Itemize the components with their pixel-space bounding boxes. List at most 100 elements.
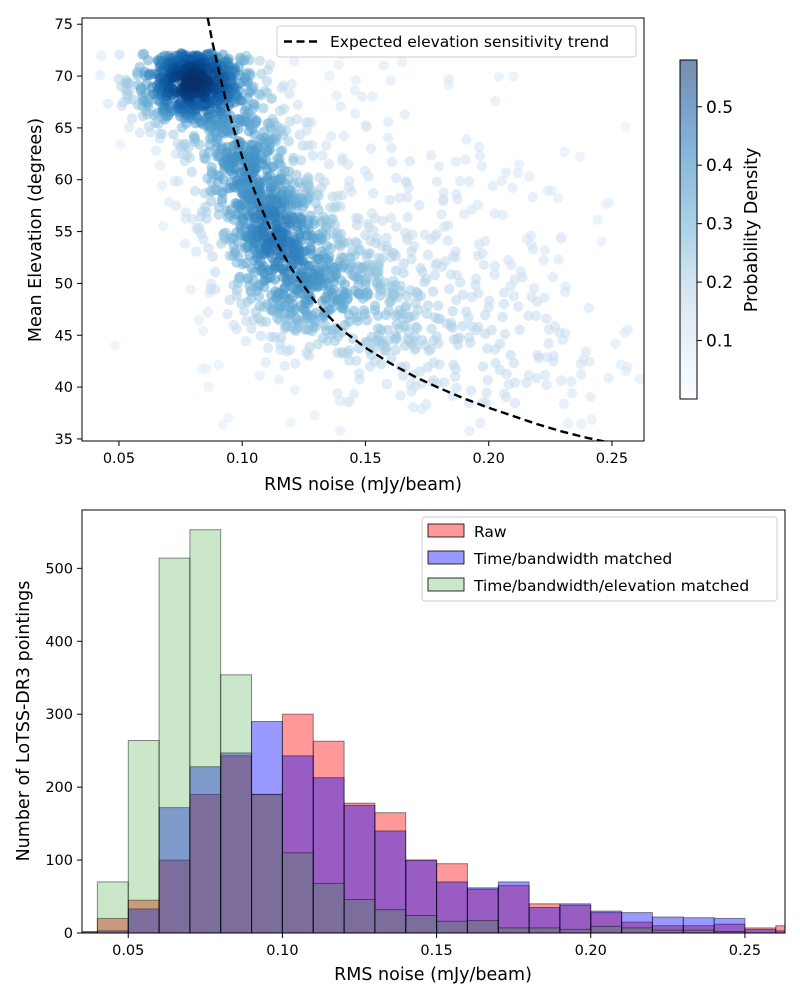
scatter-point [513, 159, 525, 170]
scatter-point [498, 388, 510, 399]
raw-bar [405, 859, 438, 933]
scatter-point [187, 213, 198, 225]
scatter-point [168, 129, 179, 140]
scatter-point [374, 290, 386, 301]
scatter-point [213, 359, 225, 371]
scatter-point [325, 202, 336, 213]
time-bandwidth-bar [436, 881, 468, 933]
histogram-legend: Raw Time/bandwidth matched Time/bandwidt… [421, 516, 778, 602]
scatter-point [539, 245, 551, 256]
scatter-point [431, 176, 443, 187]
histogram-x-tick-label: 0.20 [575, 943, 607, 959]
scatter-point [194, 222, 205, 233]
scatter-point [380, 309, 392, 321]
scatter-y-tick-label: 40 [55, 380, 73, 396]
scatter-point [385, 212, 397, 224]
scatter-point [425, 150, 437, 161]
elevation-matched-bar [497, 927, 530, 933]
scatter-point [478, 259, 490, 270]
scatter-point [254, 370, 266, 381]
scatter-point [260, 316, 272, 327]
scatter-point [408, 402, 419, 413]
colorbar-tick-label: 0.3 [706, 215, 733, 235]
time-bandwidth-bar [528, 907, 561, 933]
elevation-matched-bar [405, 915, 438, 933]
scatter-point [523, 370, 535, 381]
scatter-point [580, 346, 592, 357]
colorbar-gradient [679, 59, 698, 400]
scatter-point [180, 238, 191, 249]
scatter-point [448, 359, 459, 370]
scatter-point [480, 309, 491, 321]
scatter-point [399, 109, 411, 120]
scatter-point [124, 77, 135, 89]
scatter-y-tick-label: 70 [55, 69, 73, 85]
scatter-point [489, 269, 500, 280]
scatter-point [353, 368, 365, 379]
elevation-matched-bar [251, 793, 283, 933]
scatter-point [346, 186, 357, 197]
scatter-point [507, 182, 518, 193]
scatter-point [170, 200, 182, 211]
scatter-point [457, 320, 468, 332]
scatter-point [575, 358, 587, 370]
scatter-point [391, 172, 402, 184]
histogram-x-tick-label: 0.15 [420, 943, 452, 959]
scatter-point [369, 300, 381, 311]
scatter-point [431, 331, 442, 342]
scatter-point [187, 75, 198, 87]
scatter-point [447, 306, 458, 317]
scatter-point [218, 174, 229, 185]
elevation-matched-bar [436, 920, 468, 933]
scatter-point [383, 132, 394, 143]
scatter-point [442, 235, 453, 246]
elevation-matched-bar [158, 557, 191, 933]
scatter-point [508, 290, 520, 302]
raw-bar [189, 793, 222, 933]
time-bandwidth-bar [127, 908, 160, 933]
scatter-point [451, 294, 462, 306]
scatter-point [304, 341, 315, 353]
scatter-point [256, 68, 267, 80]
scatter-point [509, 397, 521, 409]
raw-bar [374, 812, 407, 933]
scatter-point [96, 50, 107, 62]
scatter-point [559, 286, 571, 298]
scatter-point [500, 167, 512, 178]
scatter-point [203, 242, 214, 254]
scatter-point [335, 241, 346, 252]
scatter-point [490, 358, 501, 369]
scatter-point [126, 113, 138, 124]
scatter-point [436, 209, 447, 220]
scatter-point [269, 274, 281, 285]
scatter-y-axis-label: Mean Elevation (degrees) [26, 118, 46, 342]
scatter-x-tick-label: 0.20 [473, 451, 505, 467]
scatter-point [474, 150, 486, 161]
scatter-point [337, 286, 348, 297]
scatter-point [294, 129, 305, 141]
legend-elevation-matched-swatch [427, 577, 465, 592]
scatter-point [481, 387, 492, 398]
scatter-point [505, 281, 516, 292]
histogram-x-tick-label: 0.10 [266, 943, 298, 959]
scatter-point [427, 286, 439, 297]
scatter-point [472, 250, 484, 261]
scatter-point [586, 414, 597, 425]
scatter-point [185, 284, 196, 295]
histogram-y-axis-label: Number of LoTSS-DR3 pointings [14, 581, 34, 862]
scatter-point [433, 161, 445, 172]
scatter-point [414, 366, 425, 377]
scatter-point [559, 146, 570, 158]
scatter-point [543, 324, 555, 335]
scatter-point [530, 310, 542, 322]
colorbar-tick-label: 0.4 [706, 156, 733, 176]
elevation-matched-bar [220, 674, 252, 933]
scatter-point [123, 85, 135, 97]
scatter-point [310, 307, 322, 319]
elevation-matched-bar [96, 881, 129, 933]
scatter-point [394, 192, 405, 204]
scatter-point [447, 390, 458, 401]
scatter-point [284, 116, 296, 127]
scatter-point [615, 359, 626, 370]
scatter-point [490, 95, 501, 107]
